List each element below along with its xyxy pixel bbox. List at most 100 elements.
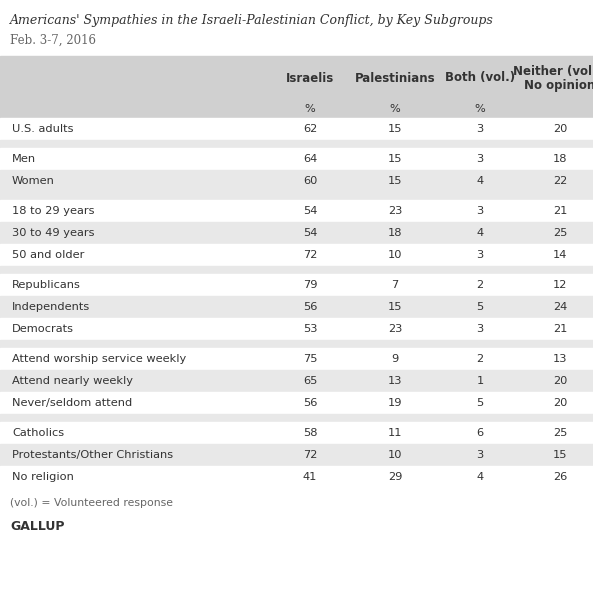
Text: 20: 20 [553, 124, 567, 134]
Text: 18: 18 [388, 228, 402, 238]
Text: Republicans: Republicans [12, 280, 81, 290]
Text: 15: 15 [388, 176, 402, 186]
Text: No religion: No religion [12, 472, 74, 482]
Bar [0, 274, 593, 296]
Text: 15: 15 [388, 302, 402, 312]
Bar [0, 200, 593, 222]
Bar [0, 422, 593, 444]
Bar [0, 266, 593, 274]
Text: 12: 12 [553, 280, 567, 290]
Text: 3: 3 [476, 324, 484, 334]
Text: 23: 23 [388, 324, 402, 334]
Text: 3: 3 [476, 206, 484, 216]
Bar [0, 318, 593, 340]
Text: 26: 26 [553, 472, 567, 482]
Text: 4: 4 [476, 176, 483, 186]
Text: Feb. 3-7, 2016: Feb. 3-7, 2016 [10, 34, 96, 47]
Text: %: % [474, 104, 486, 114]
Bar [0, 140, 593, 148]
Text: %: % [390, 104, 400, 114]
Text: 23: 23 [388, 206, 402, 216]
Text: 5: 5 [476, 302, 484, 312]
Text: 25: 25 [553, 228, 567, 238]
Text: U.S. adults: U.S. adults [12, 124, 74, 134]
Bar [0, 392, 593, 414]
Text: 5: 5 [476, 398, 484, 408]
Text: 24: 24 [553, 302, 567, 312]
Bar [0, 414, 593, 422]
Bar [0, 192, 593, 200]
Text: 13: 13 [553, 354, 568, 364]
Bar [0, 348, 593, 370]
Bar [0, 148, 593, 170]
Text: 19: 19 [388, 398, 402, 408]
Text: 15: 15 [553, 450, 568, 460]
Text: 14: 14 [553, 250, 567, 260]
Text: Men: Men [12, 154, 36, 164]
Text: 54: 54 [303, 206, 317, 216]
Text: 56: 56 [303, 302, 317, 312]
Text: 56: 56 [303, 398, 317, 408]
Text: 2: 2 [476, 354, 483, 364]
Text: 18: 18 [553, 154, 568, 164]
Bar [0, 118, 593, 140]
Text: Catholics: Catholics [12, 428, 64, 438]
Text: 29: 29 [388, 472, 402, 482]
Text: 79: 79 [303, 280, 317, 290]
Text: 3: 3 [476, 250, 484, 260]
Text: 15: 15 [388, 154, 402, 164]
Bar [0, 244, 593, 266]
Text: 41: 41 [303, 472, 317, 482]
Text: 3: 3 [476, 124, 484, 134]
Text: Independents: Independents [12, 302, 90, 312]
Bar [0, 222, 593, 244]
Text: 4: 4 [476, 472, 483, 482]
Text: Neither (vol.)/
No opinion: Neither (vol.)/ No opinion [514, 64, 593, 92]
Text: 20: 20 [553, 398, 567, 408]
Text: 72: 72 [303, 450, 317, 460]
Text: 6: 6 [476, 428, 483, 438]
Text: Democrats: Democrats [12, 324, 74, 334]
Text: 21: 21 [553, 324, 567, 334]
Bar [0, 170, 593, 192]
Text: Protestants/Other Christians: Protestants/Other Christians [12, 450, 173, 460]
Text: 25: 25 [553, 428, 567, 438]
Text: Israelis: Israelis [286, 72, 334, 84]
Text: 3: 3 [476, 154, 484, 164]
Text: 65: 65 [303, 376, 317, 386]
Text: 21: 21 [553, 206, 567, 216]
Text: Women: Women [12, 176, 55, 186]
Bar [0, 340, 593, 348]
Text: GALLUP: GALLUP [10, 520, 65, 533]
Text: 11: 11 [388, 428, 402, 438]
Text: 20: 20 [553, 376, 567, 386]
Bar [0, 296, 593, 318]
Text: 1: 1 [476, 376, 484, 386]
Text: Never/seldom attend: Never/seldom attend [12, 398, 132, 408]
Text: 3: 3 [476, 450, 484, 460]
Bar [0, 370, 593, 392]
Text: 50 and older: 50 and older [12, 250, 84, 260]
Text: Americans' Sympathies in the Israeli-Palestinian Conflict, by Key Subgroups: Americans' Sympathies in the Israeli-Pal… [10, 14, 494, 27]
Text: 9: 9 [391, 354, 398, 364]
Text: 30 to 49 years: 30 to 49 years [12, 228, 94, 238]
Text: 54: 54 [303, 228, 317, 238]
Text: 22: 22 [553, 176, 567, 186]
Text: 18 to 29 years: 18 to 29 years [12, 206, 94, 216]
Text: 13: 13 [388, 376, 402, 386]
Bar [0, 444, 593, 466]
Bar [0, 466, 593, 488]
Bar [0, 56, 593, 118]
Text: 75: 75 [303, 354, 317, 364]
Text: 60: 60 [303, 176, 317, 186]
Text: Both (vol.): Both (vol.) [445, 72, 515, 84]
Text: 64: 64 [303, 154, 317, 164]
Text: 10: 10 [388, 450, 402, 460]
Text: 72: 72 [303, 250, 317, 260]
Text: 15: 15 [388, 124, 402, 134]
Text: 4: 4 [476, 228, 483, 238]
Text: 2: 2 [476, 280, 483, 290]
Text: 62: 62 [303, 124, 317, 134]
Text: Attend worship service weekly: Attend worship service weekly [12, 354, 186, 364]
Text: 10: 10 [388, 250, 402, 260]
